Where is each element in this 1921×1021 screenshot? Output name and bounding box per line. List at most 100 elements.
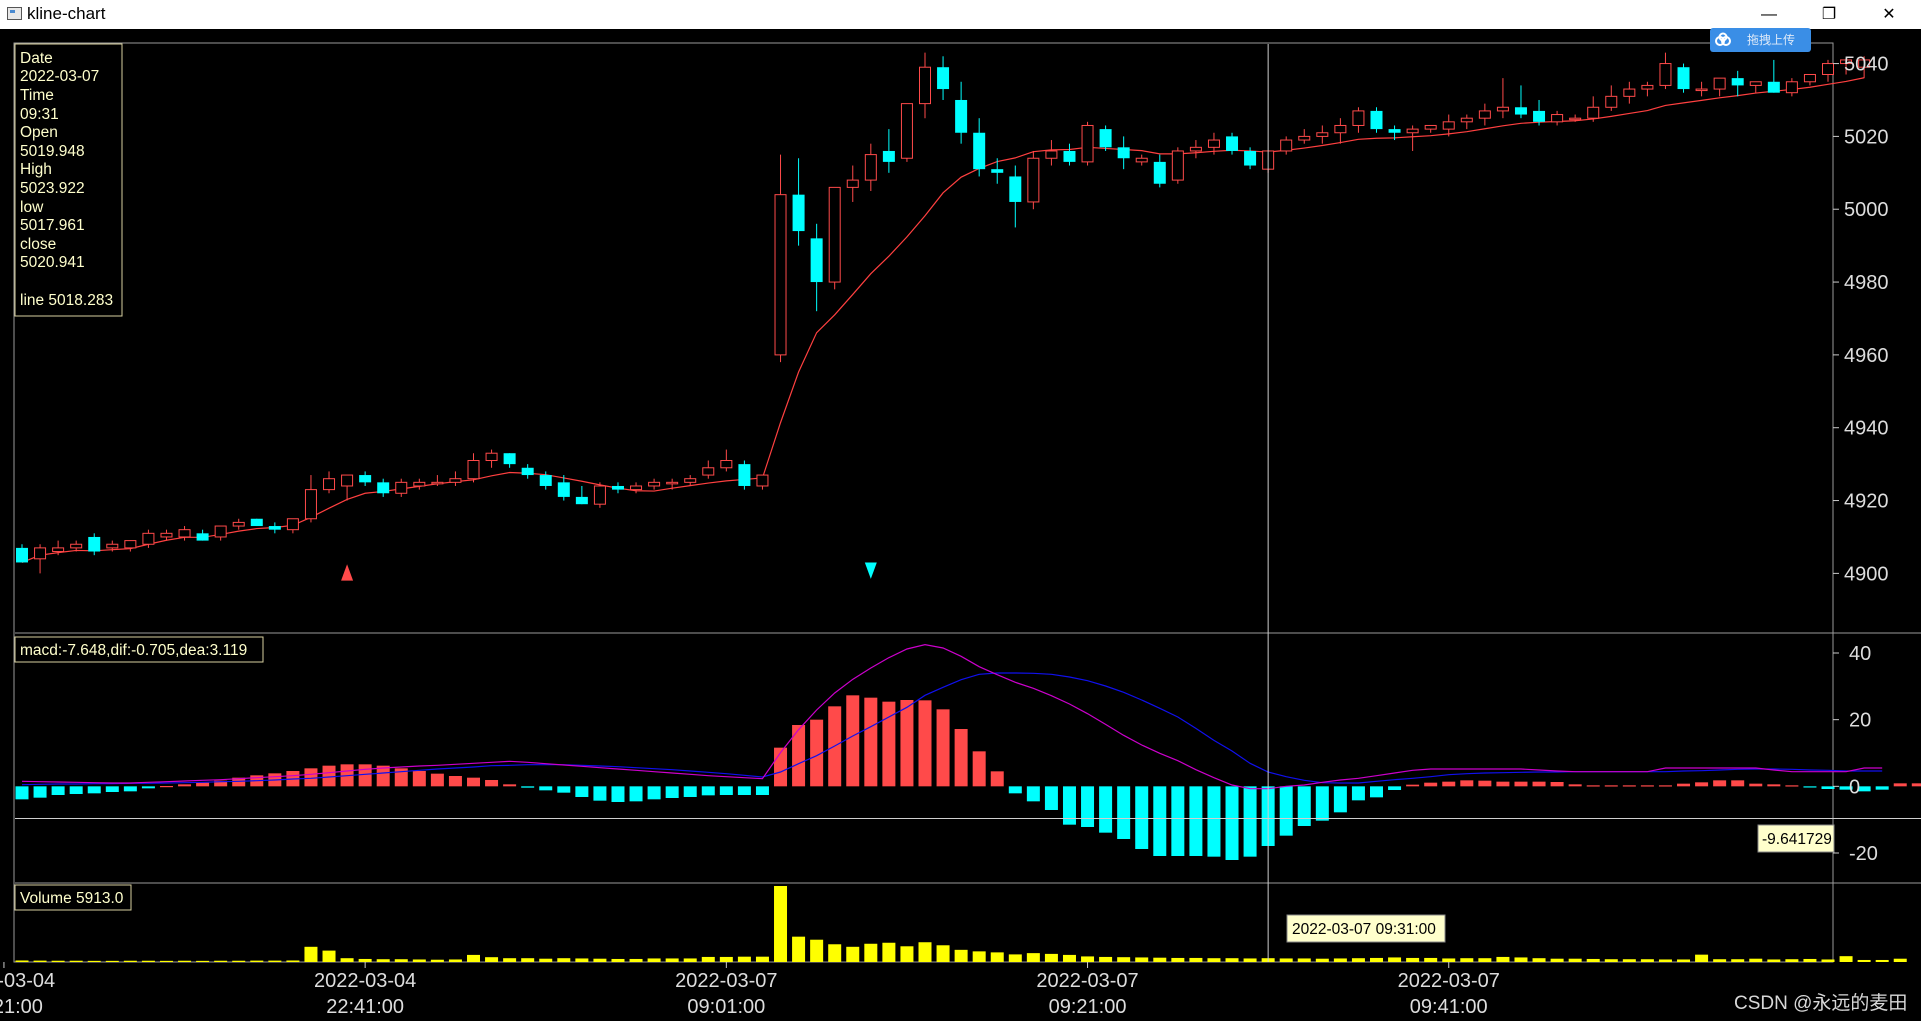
- price-tick-label: 4920: [1844, 491, 1889, 513]
- upload-badge[interactable]: 拖拽上传: [1710, 28, 1811, 52]
- volume-bar: [1351, 958, 1365, 962]
- volume-bar: [1550, 958, 1564, 962]
- volume-bar: [1062, 954, 1076, 962]
- candle-body-up: [1478, 110, 1491, 119]
- candle-body-down: [955, 99, 968, 133]
- candle-body-down: [521, 467, 534, 476]
- candle: [1659, 52, 1672, 90]
- macd-bar: [846, 695, 860, 787]
- maximize-button[interactable]: ❐: [1821, 6, 1837, 23]
- macd-bar: [1677, 783, 1691, 787]
- candle: [413, 478, 426, 490]
- candle: [1822, 59, 1834, 82]
- candle-body-up: [395, 481, 408, 494]
- macd-bar: [1297, 786, 1311, 826]
- macd-bar: [792, 725, 806, 787]
- volume-bar: [1171, 957, 1185, 962]
- candle: [955, 81, 968, 144]
- candle: [630, 482, 643, 494]
- candle-body-up: [900, 103, 913, 159]
- macd-bar: [87, 786, 101, 794]
- x-tick-time-label: 09:01:00: [687, 996, 765, 1018]
- macd-bar: [1857, 786, 1871, 792]
- macd-bar: [719, 786, 733, 795]
- volume-bar: [900, 946, 914, 962]
- candle-body-up: [774, 194, 787, 356]
- volume-bar: [846, 946, 860, 962]
- info-low-label: low: [20, 199, 44, 216]
- candle-body-down: [1514, 107, 1527, 115]
- volume-bar: [972, 951, 986, 962]
- candle-body-down: [1063, 150, 1076, 162]
- candle: [1063, 143, 1076, 166]
- macd-bar: [1658, 785, 1672, 787]
- candle: [1442, 114, 1455, 137]
- candle-body-up: [323, 478, 336, 491]
- candle: [593, 482, 606, 508]
- macd-bar: [1243, 786, 1257, 857]
- candle: [557, 475, 570, 501]
- macd-bar: [1532, 781, 1546, 787]
- volume-bar: [755, 956, 769, 962]
- macd-bar: [214, 780, 228, 787]
- crosshair-value-tooltip-box: [1757, 824, 1835, 853]
- candle-body-down: [792, 194, 805, 232]
- candle-body-up: [1587, 106, 1600, 119]
- volume-bar: [1207, 958, 1221, 962]
- candle: [1551, 110, 1564, 126]
- candle-body-down: [973, 132, 986, 170]
- volume-bar: [1388, 957, 1402, 962]
- candle: [828, 186, 841, 290]
- candle-body-up: [485, 452, 498, 461]
- macd-bar: [1099, 786, 1113, 833]
- candle: [70, 540, 83, 552]
- price-tick-label: 4940: [1844, 418, 1889, 440]
- minimize-button[interactable]: —: [1761, 6, 1777, 23]
- volume-bar: [1622, 959, 1636, 962]
- candle: [503, 453, 516, 468]
- macd-bar: [430, 773, 444, 787]
- macd-legend: macd:-7.648,dif:-0.705,dea:3.119: [14, 636, 264, 663]
- candle-body-down: [937, 67, 950, 90]
- candle: [1803, 73, 1816, 86]
- volume-bar: [954, 949, 968, 962]
- kline-chart-canvas[interactable]: 4900 4920 4940 4960 4980 5000 5020 5040 -20 0 20 40…: [0, 29, 1921, 1021]
- macd-bar: [1604, 785, 1618, 787]
- volume-bar: [250, 960, 264, 962]
- volume-bar: [792, 936, 806, 962]
- volume-bar: [1658, 959, 1672, 962]
- candle: [1171, 147, 1184, 184]
- candle-body-up: [178, 529, 191, 538]
- candle: [900, 103, 913, 162]
- candle: [1189, 140, 1202, 159]
- candle: [1478, 103, 1491, 126]
- candle-body-up: [142, 532, 155, 545]
- close-button[interactable]: ✕: [1882, 6, 1896, 23]
- candle: [449, 471, 462, 486]
- info-date-label: Date: [20, 50, 53, 67]
- macd-tick-label: -20: [1849, 843, 1878, 865]
- volume-bar: [141, 960, 155, 962]
- axis-layer: 4900 4920 4940 4960 4980 5000 5020 5040 -20 0 20 40…: [0, 54, 1889, 1018]
- macd-bar: [304, 768, 318, 787]
- macd-bar: [1893, 783, 1907, 787]
- candle: [1641, 81, 1654, 97]
- macd-bar: [1749, 783, 1763, 787]
- x-tick-date-label: 2022-03-07: [675, 970, 777, 992]
- candle-body-up: [1713, 77, 1726, 90]
- volume-bar: [557, 958, 571, 962]
- candle-body-up: [1641, 84, 1654, 90]
- candle: [16, 544, 28, 563]
- crosshair-time-text: 2022-03-07 09:31:00: [1292, 921, 1436, 938]
- macd-bar: [1803, 786, 1817, 788]
- candle-body-down: [1731, 78, 1744, 86]
- volume-bar: [1514, 957, 1528, 962]
- candle-body-down: [359, 475, 372, 483]
- macd-bar: [1875, 786, 1889, 790]
- candle: [720, 449, 733, 472]
- candle: [521, 464, 534, 479]
- macd-bar: [1044, 786, 1058, 810]
- x-tick-time-label: 09:21:00: [1049, 996, 1127, 1018]
- volume-bar: [1460, 958, 1474, 962]
- candle-body-up: [648, 481, 661, 487]
